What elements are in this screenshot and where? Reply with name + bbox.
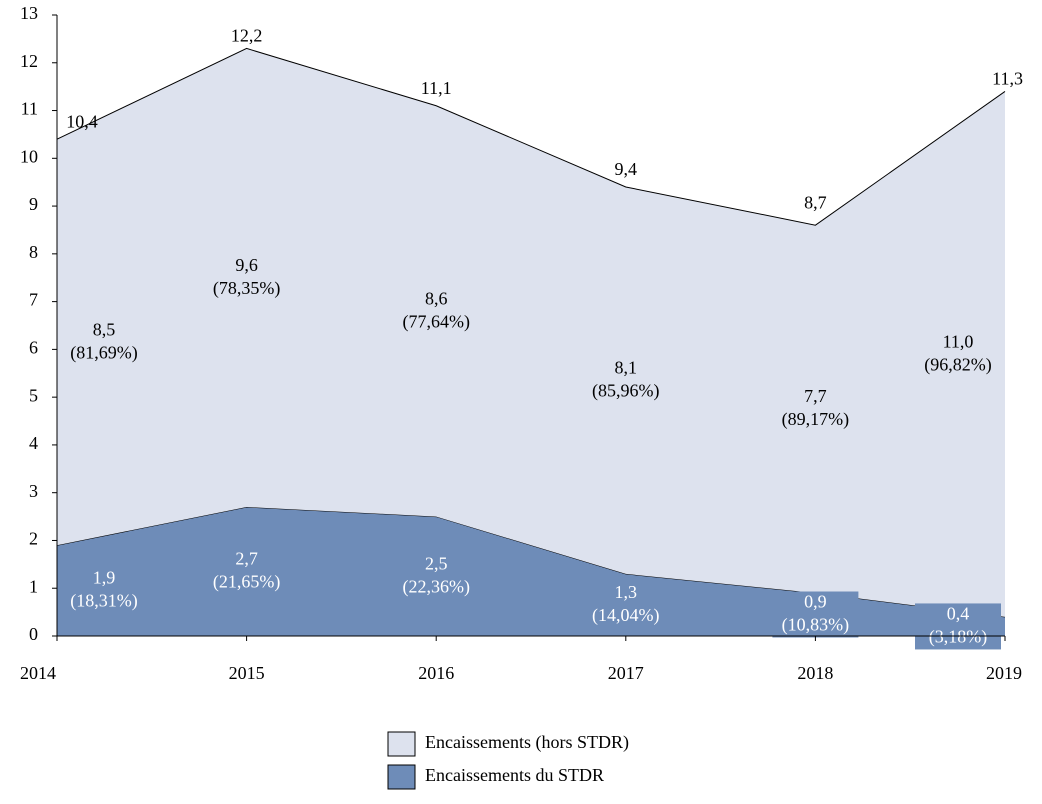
share-label: (81,69%) bbox=[70, 342, 137, 363]
share-label: (77,64%) bbox=[402, 311, 469, 332]
x-tick-label: 2018 bbox=[797, 663, 833, 683]
label-background bbox=[393, 553, 480, 600]
y-tick-label: 9 bbox=[29, 194, 38, 214]
y-tick-label: 1 bbox=[29, 576, 38, 596]
share-label: (18,31%) bbox=[70, 591, 137, 612]
x-tick-label: 2016 bbox=[418, 663, 454, 683]
value-label: 9,6 bbox=[235, 255, 258, 275]
value-label: 2,7 bbox=[235, 549, 258, 569]
y-tick-label: 7 bbox=[29, 290, 38, 310]
share-label: (89,17%) bbox=[782, 409, 849, 430]
share-label: (10,83%) bbox=[782, 615, 849, 636]
share-label: (22,36%) bbox=[402, 576, 469, 597]
area bbox=[57, 507, 1005, 636]
total-label: 11,3 bbox=[992, 68, 1023, 88]
y-tick-label: 0 bbox=[29, 624, 38, 644]
total-label: 10,4 bbox=[66, 111, 98, 131]
value-label: 11,0 bbox=[943, 331, 974, 351]
total-label: 12,2 bbox=[231, 25, 263, 45]
x-tick-label: 2019 bbox=[986, 663, 1022, 683]
share-label: (21,65%) bbox=[213, 572, 280, 593]
value-label: 8,1 bbox=[615, 358, 638, 378]
legend-swatch bbox=[387, 764, 416, 790]
y-tick-label: 4 bbox=[29, 433, 38, 453]
x-tick-label: 2014 bbox=[20, 663, 56, 683]
label-background bbox=[772, 591, 859, 638]
label-background bbox=[203, 548, 290, 595]
label-background bbox=[915, 603, 1001, 650]
total-label: 9,4 bbox=[615, 159, 638, 179]
y-tick-label: 11 bbox=[21, 99, 38, 119]
label-background bbox=[582, 581, 669, 628]
x-tick-label: 2015 bbox=[229, 663, 265, 683]
total-label: 8,7 bbox=[804, 193, 827, 213]
y-tick-label: 8 bbox=[29, 242, 38, 262]
y-tick-label: 10 bbox=[20, 146, 38, 166]
y-tick-label: 5 bbox=[29, 385, 38, 405]
value-label: 8,5 bbox=[93, 319, 116, 339]
value-label: 7,7 bbox=[804, 386, 827, 406]
label-background bbox=[61, 567, 147, 614]
value-label: 2,5 bbox=[425, 553, 448, 573]
legend-label: Encaissements du STDR bbox=[425, 765, 604, 785]
total-label: 11,1 bbox=[421, 78, 452, 98]
y-tick-label: 3 bbox=[29, 481, 38, 501]
value-label: 0,9 bbox=[804, 592, 827, 612]
value-label: 1,3 bbox=[615, 582, 638, 602]
y-tick-label: 13 bbox=[20, 3, 38, 23]
y-tick-label: 6 bbox=[29, 338, 38, 358]
area-edge bbox=[56, 47, 1006, 226]
share-label: (96,82%) bbox=[924, 354, 991, 375]
y-tick-label: 12 bbox=[20, 51, 38, 71]
area bbox=[57, 48, 1005, 617]
share-label: (3,18%) bbox=[929, 627, 987, 648]
share-label: (85,96%) bbox=[592, 381, 659, 402]
legend-swatch bbox=[387, 731, 416, 757]
x-tick-label: 2017 bbox=[608, 663, 644, 683]
legend-label: Encaissements (hors STDR) bbox=[425, 732, 629, 753]
value-label: 8,6 bbox=[425, 288, 448, 308]
value-label: 0,4 bbox=[947, 604, 970, 624]
share-label: (14,04%) bbox=[592, 605, 659, 626]
share-label: (78,35%) bbox=[213, 278, 280, 299]
value-label: 1,9 bbox=[93, 568, 116, 588]
y-tick-label: 2 bbox=[29, 529, 38, 549]
